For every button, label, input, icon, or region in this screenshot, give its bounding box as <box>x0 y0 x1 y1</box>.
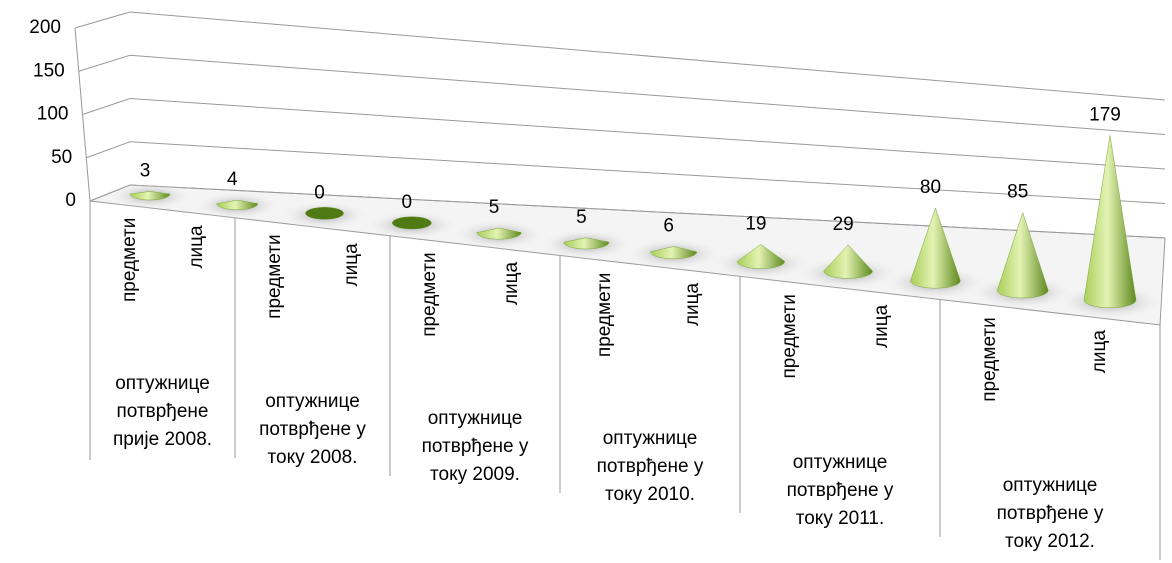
cone <box>823 244 873 279</box>
grid-line <box>74 11 1166 101</box>
cone <box>216 199 259 211</box>
value-label: 29 <box>833 214 854 235</box>
value-label: 5 <box>489 197 500 218</box>
cone <box>392 216 432 230</box>
grid-line <box>86 141 1166 204</box>
cone <box>650 246 698 259</box>
group-label: оптужнице потврђене у току 2008. <box>259 391 366 468</box>
group-label: оптужнице потврђене у току 2012. <box>996 475 1104 552</box>
y-tick-label: 50 <box>51 147 72 168</box>
x-tick-label: предмети <box>419 252 440 336</box>
grid-line <box>78 54 1166 135</box>
x-tick-label: предмети <box>779 294 800 378</box>
x-tick-label: лица <box>871 304 892 348</box>
value-label: 179 <box>1089 104 1121 125</box>
group-label: оптужнице потврђене у току 2009. <box>421 408 529 485</box>
cone <box>129 191 171 201</box>
x-tick-label: предмети <box>979 317 1000 401</box>
y-tick-label: 100 <box>37 104 69 125</box>
x-tick-label: предмети <box>119 218 140 302</box>
cone <box>1083 135 1137 309</box>
group-label: оптужнице потврђене прије 2008. <box>112 373 213 450</box>
value-label: 6 <box>663 215 674 236</box>
value-label: 0 <box>402 192 413 213</box>
value-label: 5 <box>576 207 587 228</box>
value-label: 80 <box>920 177 941 198</box>
x-tick-label: предмети <box>594 273 615 357</box>
x-tick-label: лица <box>682 282 703 326</box>
value-label: 19 <box>745 213 766 234</box>
x-tick-label: лица <box>501 261 522 305</box>
value-label: 0 <box>314 182 325 203</box>
x-tick-label: лица <box>1089 330 1110 374</box>
y-tick-label: 0 <box>65 190 76 211</box>
group-label: оптужнице потврђене у току 2011. <box>786 452 894 529</box>
value-label: 3 <box>140 160 151 181</box>
x-tick-label: лица <box>186 225 207 269</box>
cone <box>476 227 522 240</box>
grid-line <box>82 97 1166 170</box>
cone <box>910 207 961 289</box>
axis-line <box>74 27 91 202</box>
y-tick-label: 200 <box>29 17 61 38</box>
y-tick-label: 150 <box>33 60 65 81</box>
cone <box>997 211 1049 299</box>
cone <box>563 237 610 250</box>
value-label: 85 <box>1007 182 1028 203</box>
group-label: оптужнице потврђене у току 2010. <box>596 428 704 505</box>
x-tick-label: лица <box>341 243 362 287</box>
cone <box>736 244 785 269</box>
cone <box>305 207 344 220</box>
value-label: 4 <box>227 169 238 190</box>
x-tick-label: предмети <box>264 234 285 318</box>
